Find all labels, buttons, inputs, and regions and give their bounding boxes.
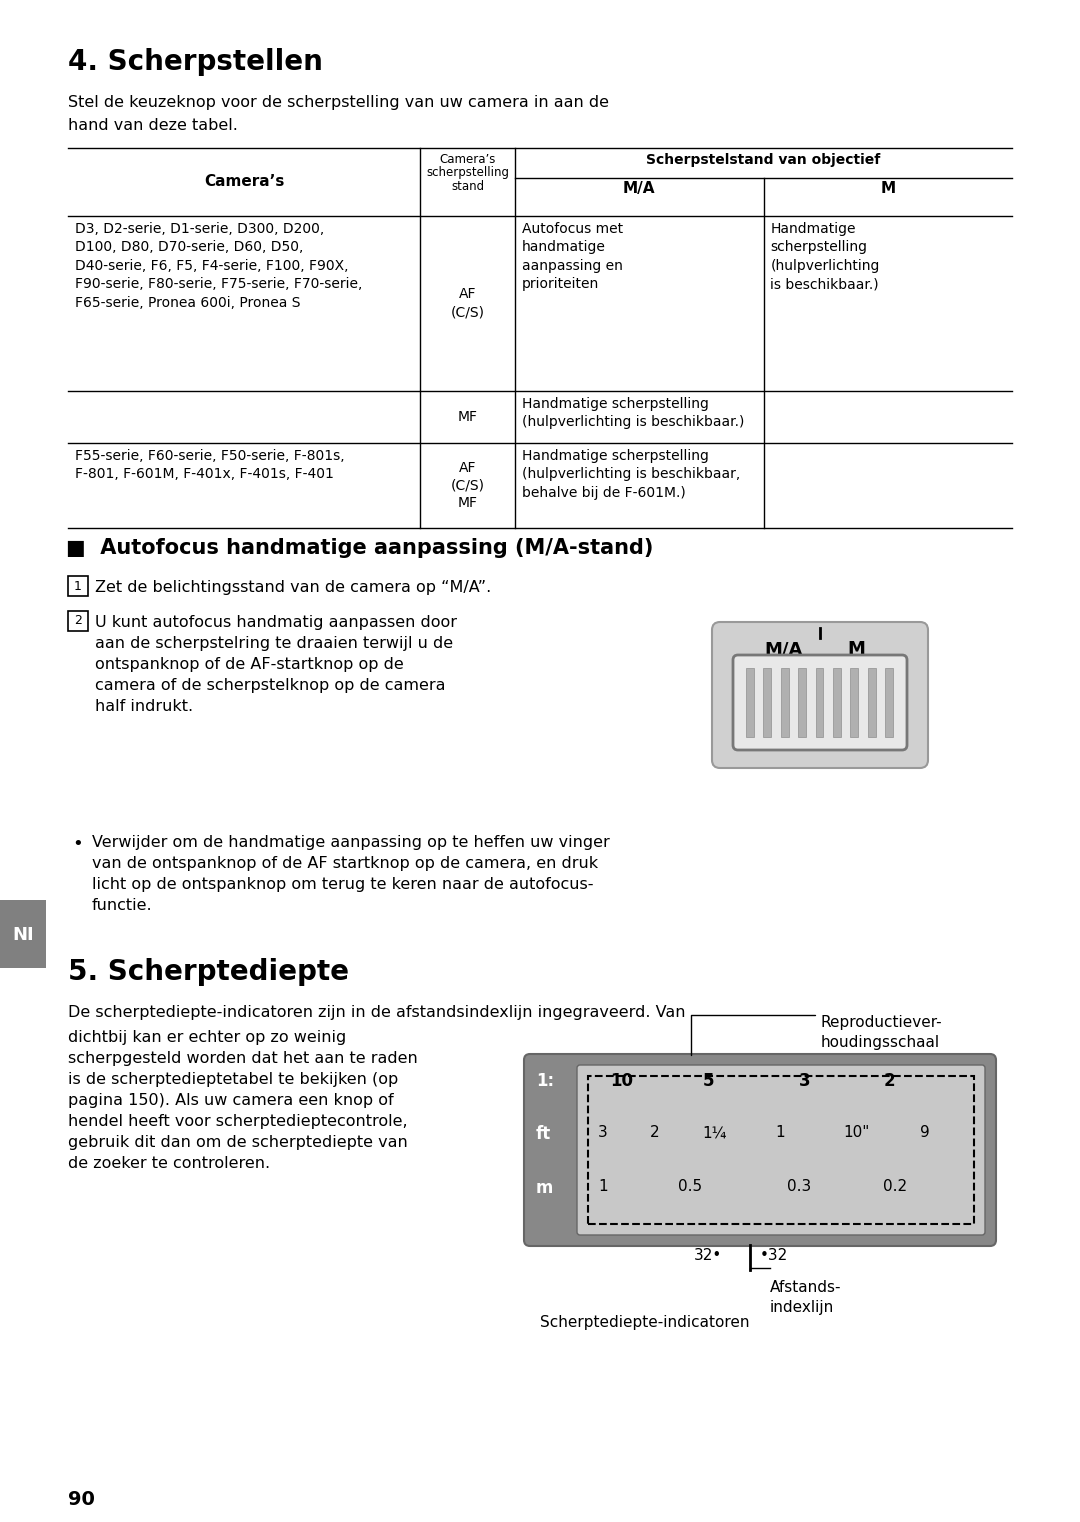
- Bar: [68, 610, 87, 632]
- Bar: [68, 575, 87, 597]
- Text: 1: 1: [75, 580, 82, 592]
- Text: •32: •32: [760, 1248, 788, 1263]
- Text: scherpstelling: scherpstelling: [426, 166, 509, 180]
- Text: 2: 2: [883, 1071, 895, 1090]
- Text: 1:: 1:: [536, 1071, 554, 1090]
- Text: ft: ft: [536, 1125, 551, 1143]
- Text: MF: MF: [458, 409, 477, 425]
- Text: hand van deze tabel.: hand van deze tabel.: [68, 119, 238, 132]
- Bar: [886, 668, 893, 737]
- FancyBboxPatch shape: [712, 622, 928, 769]
- Text: 3: 3: [799, 1071, 811, 1090]
- Bar: [746, 668, 754, 737]
- Text: 10: 10: [610, 1071, 633, 1090]
- Text: 1: 1: [775, 1125, 784, 1140]
- Bar: [798, 668, 806, 737]
- Text: 4. Scherpstellen: 4. Scherpstellen: [68, 49, 323, 76]
- Text: •: •: [72, 836, 83, 852]
- Text: M/A: M/A: [623, 181, 656, 196]
- Bar: [868, 668, 876, 737]
- Bar: [815, 668, 823, 737]
- Text: 3: 3: [598, 1125, 608, 1140]
- Text: D3, D2-serie, D1-serie, D300, D200,
D100, D80, D70-serie, D60, D50,
D40-serie, F: D3, D2-serie, D1-serie, D300, D200, D100…: [75, 222, 363, 309]
- Text: 0.5: 0.5: [678, 1178, 703, 1193]
- FancyBboxPatch shape: [733, 654, 907, 750]
- Text: 2: 2: [650, 1125, 660, 1140]
- Text: M: M: [847, 639, 865, 658]
- Text: 5: 5: [703, 1071, 714, 1090]
- Bar: [588, 1076, 974, 1224]
- Text: De scherptediepte-indicatoren zijn in de afstandsindexlijn ingegraveerd. Van: De scherptediepte-indicatoren zijn in de…: [68, 1005, 686, 1020]
- Text: 0.2: 0.2: [883, 1178, 907, 1193]
- Bar: [850, 668, 859, 737]
- Text: Camera’s: Camera’s: [440, 154, 496, 166]
- Text: M/A: M/A: [765, 639, 804, 658]
- Text: m: m: [536, 1178, 553, 1196]
- Text: Afstands-
indexlijn: Afstands- indexlijn: [770, 1280, 841, 1315]
- Text: Handmatige scherpstelling
(hulpverlichting is beschikbaar,
behalve bij de F-601M: Handmatige scherpstelling (hulpverlichti…: [522, 449, 740, 499]
- Text: Camera’s: Camera’s: [204, 175, 284, 190]
- Text: 32•: 32•: [693, 1248, 723, 1263]
- Text: Reproductiever-
houdingsschaal: Reproductiever- houdingsschaal: [820, 1015, 942, 1050]
- Bar: [764, 668, 771, 737]
- Text: F55-serie, F60-serie, F50-serie, F-801s,
F-801, F-601M, F-401x, F-401s, F-401: F55-serie, F60-serie, F50-serie, F-801s,…: [75, 449, 345, 481]
- Text: U kunt autofocus handmatig aanpassen door
aan de scherpstelring te draaien terwi: U kunt autofocus handmatig aanpassen doo…: [95, 615, 457, 714]
- Text: 1: 1: [598, 1178, 608, 1193]
- Text: 1¼: 1¼: [703, 1125, 727, 1140]
- Bar: [833, 668, 841, 737]
- Text: Handmatige scherpstelling
(hulpverlichting is beschikbaar.): Handmatige scherpstelling (hulpverlichti…: [522, 397, 744, 429]
- Text: M: M: [880, 181, 895, 196]
- FancyBboxPatch shape: [577, 1065, 985, 1234]
- Text: 5. Scherptediepte: 5. Scherptediepte: [68, 957, 349, 986]
- Text: 0.3: 0.3: [787, 1178, 811, 1193]
- Text: Stel de keuzeknop voor de scherpstelling van uw camera in aan de: Stel de keuzeknop voor de scherpstelling…: [68, 94, 609, 110]
- Text: AF
(C/S)
MF: AF (C/S) MF: [450, 461, 485, 510]
- Text: Handmatige
scherpstelling
(hulpverlichting
is beschikbaar.): Handmatige scherpstelling (hulpverlichti…: [770, 222, 880, 291]
- Bar: [781, 668, 788, 737]
- Text: stand: stand: [451, 180, 484, 193]
- Text: AF
(C/S): AF (C/S): [450, 288, 485, 320]
- Text: ■  Autofocus handmatige aanpassing (M/A-stand): ■ Autofocus handmatige aanpassing (M/A-s…: [66, 537, 653, 559]
- Text: Zet de belichtingsstand van de camera op “M/A”.: Zet de belichtingsstand van de camera op…: [95, 580, 491, 595]
- Text: 9: 9: [920, 1125, 930, 1140]
- Bar: [0, 900, 46, 968]
- Text: Scherptediepte-indicatoren: Scherptediepte-indicatoren: [540, 1315, 750, 1330]
- FancyBboxPatch shape: [524, 1055, 996, 1247]
- Text: Verwijder om de handmatige aanpassing op te heffen uw vinger
van de ontspanknop : Verwijder om de handmatige aanpassing op…: [92, 836, 610, 913]
- Text: Scherpstelstand van objectief: Scherpstelstand van objectief: [646, 154, 880, 167]
- Text: dichtbij kan er echter op zo weinig
scherpgesteld worden dat het aan te raden
is: dichtbij kan er echter op zo weinig sche…: [68, 1030, 418, 1170]
- Text: 90: 90: [68, 1490, 95, 1508]
- Text: NI: NI: [12, 925, 33, 944]
- Text: Autofocus met
handmatige
aanpassing en
prioriteiten: Autofocus met handmatige aanpassing en p…: [522, 222, 623, 291]
- Text: 10": 10": [843, 1125, 869, 1140]
- Text: 2: 2: [75, 615, 82, 627]
